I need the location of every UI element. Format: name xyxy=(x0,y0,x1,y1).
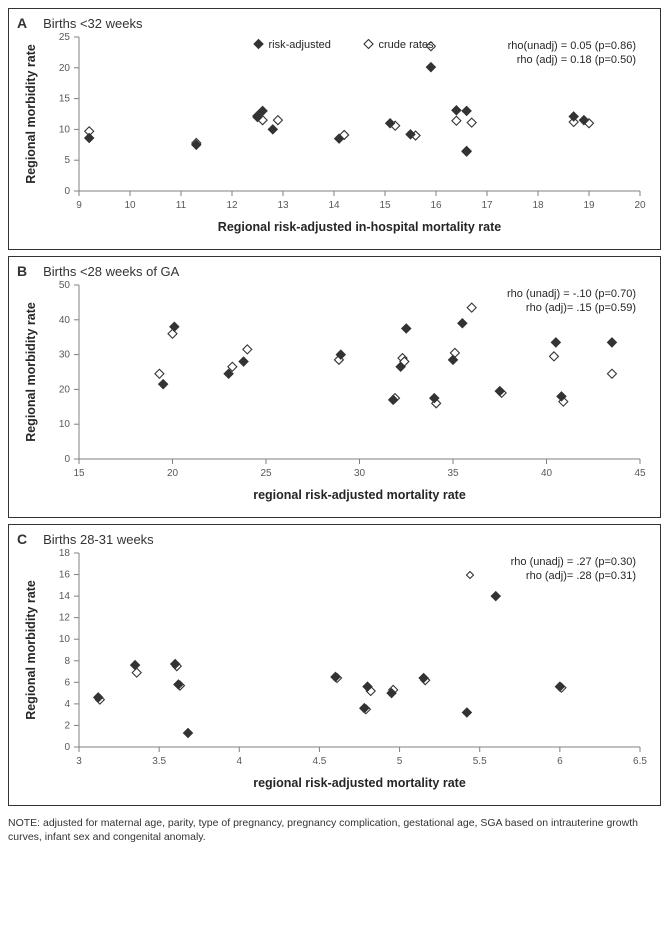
svg-text:45: 45 xyxy=(634,468,646,479)
svg-text:18: 18 xyxy=(59,548,71,559)
svg-text:8: 8 xyxy=(64,656,70,667)
svg-text:0: 0 xyxy=(64,742,70,753)
svg-text:15: 15 xyxy=(59,94,71,105)
panel-header: B Births <28 weeks of GA xyxy=(9,257,660,279)
svg-text:rho (adj)= .28 (p=0.31): rho (adj)= .28 (p=0.31) xyxy=(526,570,636,582)
svg-text:12: 12 xyxy=(59,613,71,624)
svg-text:Regional morbidity rate: Regional morbidity rate xyxy=(24,580,38,720)
panel-header: C Births 28-31 weeks xyxy=(9,525,660,547)
svg-text:15: 15 xyxy=(379,200,391,211)
svg-text:11: 11 xyxy=(176,200,187,211)
svg-text:4: 4 xyxy=(64,699,70,710)
svg-text:50: 50 xyxy=(59,280,71,291)
svg-text:14: 14 xyxy=(328,200,340,211)
panel-letter: B xyxy=(17,263,27,279)
svg-text:0: 0 xyxy=(64,186,70,197)
svg-text:10: 10 xyxy=(59,419,71,430)
svg-text:10: 10 xyxy=(59,124,71,135)
svg-text:16: 16 xyxy=(430,200,442,211)
svg-text:rho (unadj) = -.10 (p=0.70): rho (unadj) = -.10 (p=0.70) xyxy=(507,288,636,300)
svg-text:20: 20 xyxy=(634,200,646,211)
svg-text:5.5: 5.5 xyxy=(473,756,487,767)
svg-text:20: 20 xyxy=(167,468,179,479)
svg-text:5: 5 xyxy=(64,155,70,166)
svg-text:9: 9 xyxy=(76,200,82,211)
svg-text:30: 30 xyxy=(59,350,71,361)
svg-text:rho (unadj) = .27 (p=0.30): rho (unadj) = .27 (p=0.30) xyxy=(511,556,636,568)
svg-text:rho (adj) = 0.18 (p=0.50): rho (adj) = 0.18 (p=0.50) xyxy=(517,54,636,66)
svg-text:17: 17 xyxy=(481,200,493,211)
svg-text:35: 35 xyxy=(447,468,459,479)
svg-text:25: 25 xyxy=(260,468,272,479)
svg-text:40: 40 xyxy=(541,468,553,479)
svg-text:Regional risk-adjusted in-hosp: Regional risk-adjusted in-hospital morta… xyxy=(218,220,501,234)
chart-B: 15 20 25 30 35 40 45 0 10 20 30 40 50 regional risk-a… xyxy=(9,279,660,517)
svg-text:6.5: 6.5 xyxy=(633,756,647,767)
svg-text:25: 25 xyxy=(59,32,71,43)
svg-text:rho(unadj) = 0.05 (p=0.86): rho(unadj) = 0.05 (p=0.86) xyxy=(508,40,636,52)
svg-text:4.5: 4.5 xyxy=(312,756,326,767)
footnote: NOTE: adjusted for maternal age, parity,… xyxy=(8,816,661,844)
svg-text:13: 13 xyxy=(277,200,289,211)
svg-text:6: 6 xyxy=(64,677,70,688)
svg-text:20: 20 xyxy=(59,384,71,395)
svg-text:16: 16 xyxy=(59,570,71,581)
svg-text:2: 2 xyxy=(64,720,70,731)
svg-text:regional risk-adjusted mortali: regional risk-adjusted mortality rate xyxy=(253,488,466,502)
svg-text:12: 12 xyxy=(226,200,238,211)
svg-text:5: 5 xyxy=(397,756,403,767)
svg-text:Regional morbidity rate: Regional morbidity rate xyxy=(24,44,38,184)
chart-A: 9 10 11 12 13 14 15 16 17 18 19 20 0 5 10 15 20 25 Regiona… xyxy=(9,31,660,249)
panel-subtitle: Births 28-31 weeks xyxy=(43,532,154,547)
panel-header: A Births <32 weeks xyxy=(9,9,660,31)
svg-text:10: 10 xyxy=(124,200,136,211)
panel-letter: C xyxy=(17,531,27,547)
svg-text:regional risk-adjusted mortali: regional risk-adjusted mortality rate xyxy=(253,776,466,790)
svg-text:Regional morbidity rate: Regional morbidity rate xyxy=(24,302,38,442)
svg-text:0: 0 xyxy=(64,454,70,465)
svg-text:4: 4 xyxy=(237,756,243,767)
chart-C: 3 3.5 4 4.5 5 5.5 6 6.5 0 2 4 6 8 10 12 14 16 18 regional … xyxy=(9,547,660,805)
svg-text:14: 14 xyxy=(59,591,71,602)
svg-text:20: 20 xyxy=(59,63,71,74)
svg-text:crude rates: crude rates xyxy=(379,39,435,51)
svg-text:10: 10 xyxy=(59,634,71,645)
svg-text:rho (adj)= .15 (p=0.59): rho (adj)= .15 (p=0.59) xyxy=(526,302,636,314)
svg-text:risk-adjusted: risk-adjusted xyxy=(269,39,331,51)
svg-text:6: 6 xyxy=(557,756,563,767)
panel-C: C Births 28-31 weeks 3 3.5 4 4.5 5 5.5 6 6.5 0 2 4… xyxy=(8,524,661,806)
panel-B: B Births <28 weeks of GA 15 20 25 30 35 40 45 0… xyxy=(8,256,661,518)
svg-text:19: 19 xyxy=(583,200,595,211)
panel-letter: A xyxy=(17,15,27,31)
panel-subtitle: Births <32 weeks xyxy=(43,16,142,31)
panel-subtitle: Births <28 weeks of GA xyxy=(43,264,179,279)
panel-A: A Births <32 weeks 9 10 11 12 13 14 15 16 17 18 19… xyxy=(8,8,661,250)
svg-text:40: 40 xyxy=(59,315,71,326)
svg-text:3: 3 xyxy=(76,756,82,767)
svg-text:30: 30 xyxy=(354,468,366,479)
svg-text:18: 18 xyxy=(532,200,544,211)
svg-text:15: 15 xyxy=(73,468,85,479)
svg-text:3.5: 3.5 xyxy=(152,756,166,767)
